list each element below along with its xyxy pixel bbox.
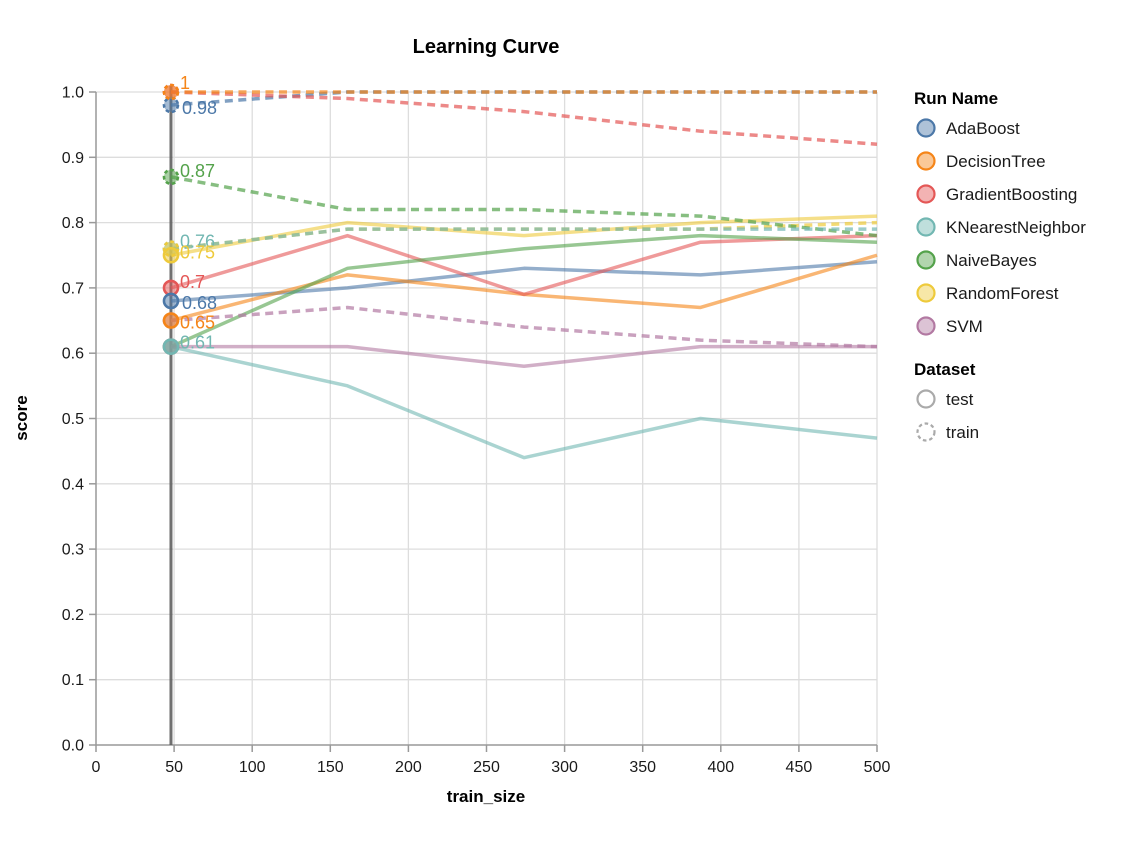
series-SVM-train-line xyxy=(170,305,878,349)
y-tick-label: 0.0 xyxy=(62,738,84,755)
series-AdaBoost-test-line xyxy=(170,260,878,303)
series-GradientBoosting-train-line xyxy=(170,90,878,146)
legend-item-NaiveBayes: NaiveBayes xyxy=(916,250,1037,270)
legend-run-name-title: Run Name xyxy=(914,89,998,108)
x-tick-label: 250 xyxy=(473,759,500,776)
value-label-DecisionTree-train: 1 xyxy=(180,73,190,93)
y-tick-label: 0.7 xyxy=(62,280,84,297)
y-tick-label: 0.8 xyxy=(62,215,84,232)
marker-DecisionTree-test xyxy=(162,312,180,329)
x-tick-label: 200 xyxy=(395,759,422,776)
series-SVM-test-line xyxy=(170,344,877,369)
gridlines xyxy=(96,91,878,745)
marker-KNearestNeighbor-test xyxy=(162,338,180,355)
y-tick-label: 0.3 xyxy=(62,542,84,559)
value-label-KNearestNeighbor-train: 0.76 xyxy=(180,232,215,252)
series-AdaBoost-train-line xyxy=(170,90,877,107)
x-tick-label: 500 xyxy=(864,759,891,776)
value-label-KNearestNeighbor-test: 0.61 xyxy=(180,333,215,353)
legend-symbol-RandomForest xyxy=(916,283,936,303)
value-label-AdaBoost-test: 0.68 xyxy=(182,293,217,313)
y-tick-label: 0.6 xyxy=(62,346,84,363)
x-tick-label: 350 xyxy=(629,759,656,776)
legend-item-RandomForest: RandomForest xyxy=(916,283,1059,303)
x-tick-label: 0 xyxy=(92,759,101,776)
x-tick-label: 100 xyxy=(239,759,266,776)
x-tick-label: 450 xyxy=(786,759,813,776)
series-lines xyxy=(170,90,878,460)
legend-item-SVM: SVM xyxy=(916,316,983,336)
series-NaiveBayes-test-line xyxy=(170,233,878,349)
series-RandomForest-test-line xyxy=(170,214,878,257)
marker-AdaBoost-test xyxy=(162,292,180,310)
chart-title: Learning Curve xyxy=(413,36,560,58)
legend-label-KNearestNeighbor: KNearestNeighbor xyxy=(946,218,1086,237)
x-tick-label: 150 xyxy=(317,759,344,776)
marker-NaiveBayes-train xyxy=(162,168,180,186)
legend-symbol-AdaBoost xyxy=(916,118,936,138)
legend-dataset-items: test train xyxy=(916,389,979,442)
legend-item-KNearestNeighbor: KNearestNeighbor xyxy=(916,217,1086,237)
legend-symbol-DecisionTree xyxy=(916,151,936,171)
point-labels: 0.98 0.68 1 0.65 0.7 0.76 0.61 0.87 0.75 xyxy=(180,73,217,353)
legend-symbol-train xyxy=(916,422,936,442)
legend-label-SVM: SVM xyxy=(946,317,983,336)
legend-label-DecisionTree: DecisionTree xyxy=(946,152,1046,171)
legend-symbol-KNearestNeighbor xyxy=(916,217,936,237)
y-tick-label: 0.9 xyxy=(62,150,84,167)
value-label-AdaBoost-train: 0.98 xyxy=(182,98,217,118)
y-axis-title: score xyxy=(12,395,31,440)
legend: Run Name AdaBoost DecisionTree GradientBoo… xyxy=(914,89,1086,442)
legend-dataset-title: Dataset xyxy=(914,360,976,379)
legend-label-GradientBoosting: GradientBoosting xyxy=(946,185,1077,204)
x-tick-label: 50 xyxy=(165,759,183,776)
x-tick-label: 300 xyxy=(551,759,578,776)
legend-item-train: train xyxy=(916,422,979,442)
series-KNearestNeighbor-test-line xyxy=(170,344,878,460)
value-label-GradientBoosting-test: 0.7 xyxy=(180,272,205,292)
legend-item-AdaBoost: AdaBoost xyxy=(916,118,1020,138)
legend-run-items: AdaBoost DecisionTree GradientBoosting KNea… xyxy=(916,118,1086,336)
value-label-RandomForest-test: 0.75 xyxy=(180,242,215,262)
y-tick-label: 1.0 xyxy=(62,85,84,102)
legend-symbol-SVM xyxy=(916,316,936,336)
legend-item-test: test xyxy=(916,389,974,409)
legend-label-train: train xyxy=(946,423,979,442)
axes: 0 50 100 150 200 250 300 350 400 450 500 0.0 0.1 0.2 0… xyxy=(62,85,891,777)
y-tick-label: 0.2 xyxy=(62,607,84,624)
x-axis-title: train_size xyxy=(447,787,525,806)
legend-symbol-test xyxy=(916,389,936,409)
legend-label-NaiveBayes: NaiveBayes xyxy=(946,251,1037,270)
legend-item-DecisionTree: DecisionTree xyxy=(916,151,1046,171)
series-KNearestNeighbor-train-line xyxy=(170,227,877,251)
series-NaiveBayes-train-line xyxy=(170,175,878,238)
legend-item-GradientBoosting: GradientBoosting xyxy=(916,184,1077,204)
y-tick-label: 0.5 xyxy=(62,411,84,428)
y-tick-label: 0.1 xyxy=(62,672,84,689)
marker-DecisionTree-train xyxy=(162,83,180,101)
legend-label-AdaBoost: AdaBoost xyxy=(946,119,1020,138)
legend-label-RandomForest: RandomForest xyxy=(946,284,1059,303)
series-GradientBoosting-test-line xyxy=(170,233,878,297)
value-label-NaiveBayes-train: 0.87 xyxy=(180,161,215,181)
legend-symbol-GradientBoosting xyxy=(916,184,936,204)
marker-RandomForest-test xyxy=(162,246,180,264)
legend-symbol-NaiveBayes xyxy=(916,250,936,270)
marker-AdaBoost-train xyxy=(162,96,180,114)
x-tick-label: 400 xyxy=(707,759,734,776)
y-tick-label: 0.4 xyxy=(62,476,84,493)
series-markers xyxy=(162,83,180,355)
legend-label-test: test xyxy=(946,390,974,409)
value-label-DecisionTree-test: 0.65 xyxy=(180,313,215,333)
